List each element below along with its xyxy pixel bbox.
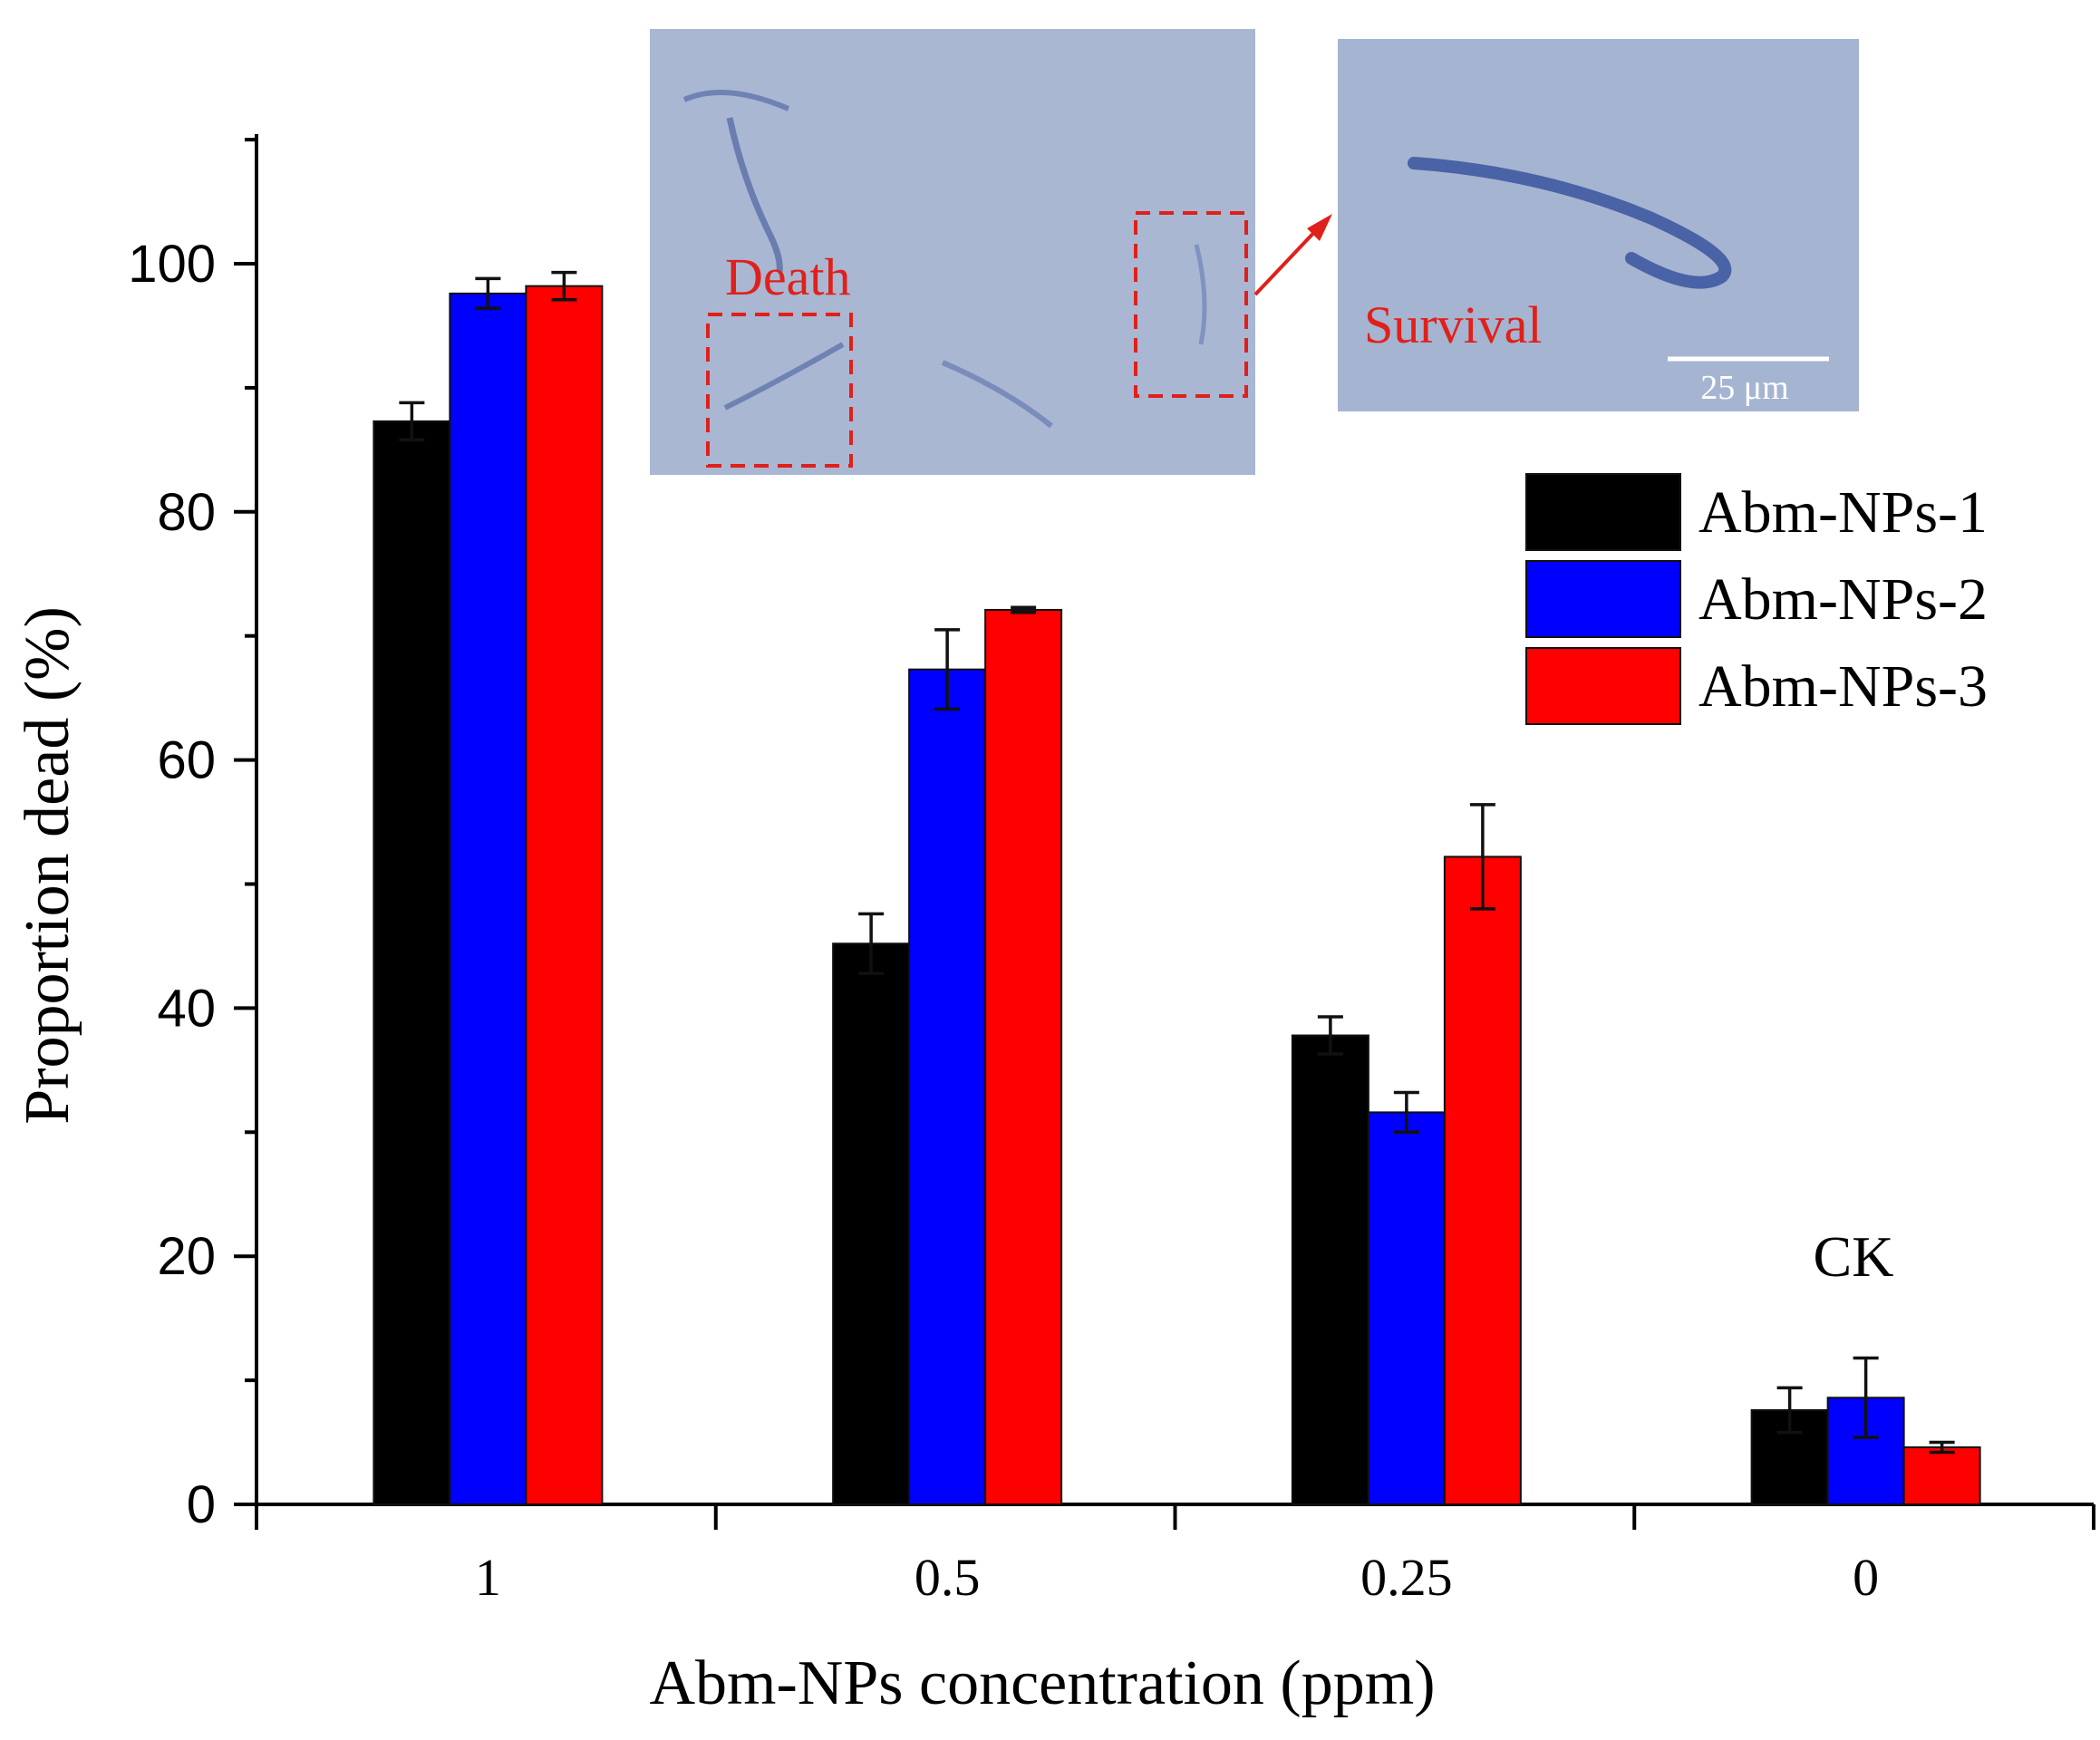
y-tick-label: 80 <box>157 483 216 542</box>
legend-label-abm-nps-2: Abm-NPs-2 <box>1698 566 1988 633</box>
x-tick-label: 0.25 <box>1360 1548 1453 1607</box>
bar-abm-nps-3-1 <box>525 285 604 1506</box>
y-tick-label: 60 <box>157 731 216 790</box>
nematode-shape <box>682 90 790 111</box>
y-tick-label: 40 <box>157 979 216 1038</box>
nematode-shape <box>1408 157 1732 289</box>
x-tick-label: 0.5 <box>915 1548 981 1607</box>
y-ticks: 0 20 40 60 80 100 <box>128 138 256 1534</box>
x-ticks: 1 0.5 0.25 0 <box>255 1504 2095 1607</box>
zoom-arrow-head <box>1307 214 1332 241</box>
bar-abm-nps-3-0.25 <box>1443 856 1522 1505</box>
micrograph-right-inset: Survival 25 μm <box>1338 39 1859 411</box>
nematode-shape <box>941 360 1053 429</box>
death-highlight-box <box>706 313 853 468</box>
legend-swatch-abm-nps-2 <box>1525 560 1681 638</box>
x-tick-label: 0 <box>1853 1548 1879 1607</box>
y-axis-title: Proportion dead (%) <box>13 606 82 1125</box>
micrograph-left-inset: Death <box>650 29 1255 475</box>
micrograph-left-image <box>650 29 1255 475</box>
nematode-shape <box>726 117 783 273</box>
bar-abm-nps-3-0 <box>1902 1446 1981 1505</box>
bar-abm-nps-1-1 <box>373 420 451 1505</box>
x-tick-label: 1 <box>475 1548 501 1607</box>
x-axis-title: Abm-NPs concentration (ppm) <box>649 1648 1435 1718</box>
y-tick-label: 100 <box>128 235 216 294</box>
legend: Abm-NPs-1 Abm-NPs-2 Abm-NPs-3 <box>1525 473 1988 725</box>
legend-swatch-abm-nps-1 <box>1525 473 1681 551</box>
bar-abm-nps-1-0.25 <box>1291 1034 1369 1505</box>
bar-abm-nps-3-0.5 <box>984 608 1063 1505</box>
y-tick-label: 20 <box>157 1227 216 1286</box>
zoom-arrow-line <box>1253 225 1321 296</box>
bar-abm-nps-2-0.5 <box>908 668 987 1505</box>
bar-abm-nps-2-0.25 <box>1367 1111 1446 1505</box>
legend-label-abm-nps-1: Abm-NPs-1 <box>1698 479 1988 546</box>
legend-label-abm-nps-3: Abm-NPs-3 <box>1698 653 1988 720</box>
bar-abm-nps-2-1 <box>449 292 527 1506</box>
scale-bar-label: 25 μm <box>1700 369 1788 407</box>
y-tick-label: 0 <box>187 1475 216 1534</box>
death-label: Death <box>725 247 851 306</box>
micrograph-right-image <box>1338 39 1859 411</box>
legend-swatch-abm-nps-3 <box>1525 647 1681 725</box>
error-bars <box>399 270 1955 1455</box>
nematode-shape <box>1194 244 1207 345</box>
ck-annotation: CK <box>1814 1224 1894 1289</box>
survival-label: Survival <box>1364 295 1543 354</box>
survival-highlight-box <box>1134 211 1248 398</box>
nematode-shape <box>723 342 845 411</box>
bar-abm-nps-1-0.5 <box>832 942 911 1506</box>
